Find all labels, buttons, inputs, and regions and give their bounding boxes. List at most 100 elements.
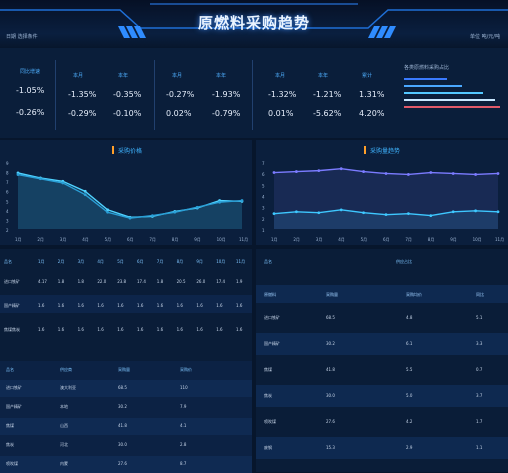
- kpi-value: -0.35%: [113, 90, 142, 99]
- x-tick-label: 1月: [15, 237, 22, 242]
- table-cell: 喷吹煤: [6, 461, 18, 466]
- x-tick-label: 10月: [217, 237, 226, 242]
- right-chart-title: 采购量趋势: [370, 148, 401, 155]
- data-point[interactable]: [151, 214, 154, 217]
- data-point[interactable]: [474, 209, 477, 213]
- table-row[interactable]: [0, 437, 252, 454]
- table-cell: 国产精矿: [264, 341, 280, 346]
- table-cell: 5.5: [406, 367, 413, 372]
- data-point[interactable]: [451, 172, 455, 175]
- table-cell: 1.7: [476, 419, 483, 424]
- table-cell: 废钢: [264, 445, 272, 450]
- data-point[interactable]: [240, 199, 244, 202]
- table-cell: 山西: [60, 423, 68, 428]
- table-cell: 17.4: [137, 279, 146, 284]
- table-cell: 4.17: [38, 279, 47, 284]
- table-row[interactable]: [0, 295, 252, 313]
- table-cell: 27.6: [118, 461, 127, 466]
- table-row[interactable]: [256, 437, 508, 459]
- data-point[interactable]: [429, 214, 433, 217]
- kpi-value: -0.79%: [212, 109, 241, 118]
- data-point[interactable]: [362, 211, 365, 215]
- table-cell: 焦炭: [264, 393, 272, 398]
- x-tick-label: 8月: [172, 237, 179, 242]
- data-point[interactable]: [496, 172, 500, 175]
- data-point[interactable]: [218, 200, 222, 204]
- data-point[interactable]: [407, 212, 410, 216]
- table-row[interactable]: [0, 418, 252, 435]
- table-cell: 1.6: [196, 327, 203, 332]
- data-point[interactable]: [295, 210, 298, 214]
- table-cell: 41.8: [326, 367, 335, 372]
- kpi-divider: [55, 60, 56, 130]
- kpi-value: -1.35%: [68, 90, 97, 99]
- data-point[interactable]: [384, 172, 388, 175]
- y-tick-label: 8: [6, 171, 9, 176]
- data-point[interactable]: [272, 212, 276, 216]
- data-point[interactable]: [339, 167, 343, 171]
- table-cell: 1.6: [216, 327, 223, 332]
- date-filter[interactable]: 日期 选择条件: [6, 34, 38, 40]
- data-point[interactable]: [317, 169, 321, 173]
- matrix-grid: 品名 1月 2月 3月 4月 5月 6月 7月 8月 9月 10月 11月 进口铁矿 4.17 1.8 1.8…: [0, 249, 252, 361]
- series-area: [274, 209, 498, 229]
- row-label: 国产精矿: [4, 303, 20, 308]
- data-point[interactable]: [339, 208, 343, 212]
- data-point[interactable]: [83, 193, 87, 197]
- data-point[interactable]: [173, 210, 177, 214]
- table-row[interactable]: [256, 385, 508, 407]
- legend-bar: [404, 106, 500, 108]
- data-point[interactable]: [106, 210, 109, 214]
- data-point[interactable]: [362, 170, 365, 173]
- data-point[interactable]: [451, 210, 455, 214]
- table-row[interactable]: [0, 399, 252, 416]
- table-row[interactable]: [256, 307, 508, 329]
- table-cell: 17.4: [216, 279, 226, 284]
- column-header: 采购量: [118, 367, 130, 372]
- data-point[interactable]: [39, 177, 42, 181]
- x-tick-label: 3月: [60, 237, 67, 242]
- table-cell: 焦煤: [264, 367, 272, 372]
- x-tick-label: 2月: [293, 237, 300, 242]
- data-point[interactable]: [16, 173, 20, 176]
- table-cell: 30.2: [326, 341, 335, 346]
- table-row[interactable]: [0, 319, 252, 337]
- table-cell: 1.6: [38, 303, 45, 308]
- data-point[interactable]: [429, 171, 433, 174]
- kpi-value: -0.29%: [68, 109, 97, 118]
- table-row[interactable]: [0, 456, 252, 473]
- table-cell: 国产精矿: [6, 404, 22, 409]
- data-point[interactable]: [106, 208, 109, 212]
- table-row[interactable]: [256, 359, 508, 381]
- left-chart-marker: [112, 146, 114, 154]
- data-point[interactable]: [61, 181, 65, 185]
- data-point[interactable]: [474, 173, 477, 176]
- x-tick-label: 6月: [127, 237, 134, 242]
- kpi-value: -0.10%: [113, 109, 142, 118]
- data-point[interactable]: [295, 170, 298, 173]
- table-cell: 3.3: [476, 341, 483, 346]
- data-point[interactable]: [83, 189, 87, 193]
- kpi-value: -1.93%: [212, 90, 241, 99]
- data-point[interactable]: [128, 216, 132, 220]
- table-cell: 1.6: [38, 327, 45, 332]
- data-point[interactable]: [317, 211, 321, 215]
- table-row[interactable]: [256, 333, 508, 355]
- table-cell: 内蒙: [60, 461, 68, 466]
- data-point[interactable]: [407, 173, 410, 176]
- data-point[interactable]: [496, 210, 500, 214]
- kpi-value: 0.01%: [268, 109, 294, 118]
- table-row[interactable]: [256, 411, 508, 433]
- table-cell: 30.0: [118, 442, 127, 447]
- table-cell: 2月: [57, 259, 65, 264]
- column-header: 采购价: [180, 367, 192, 372]
- data-point[interactable]: [384, 213, 388, 217]
- table-cell: 1.6: [77, 303, 84, 308]
- data-point[interactable]: [195, 205, 199, 209]
- column-header: 采购均价: [406, 292, 422, 297]
- table-row[interactable]: [0, 380, 252, 397]
- table-row[interactable]: [0, 271, 252, 289]
- table-cell: 15.3: [326, 445, 335, 450]
- data-point[interactable]: [272, 171, 276, 174]
- column-header: 采购量: [326, 292, 338, 297]
